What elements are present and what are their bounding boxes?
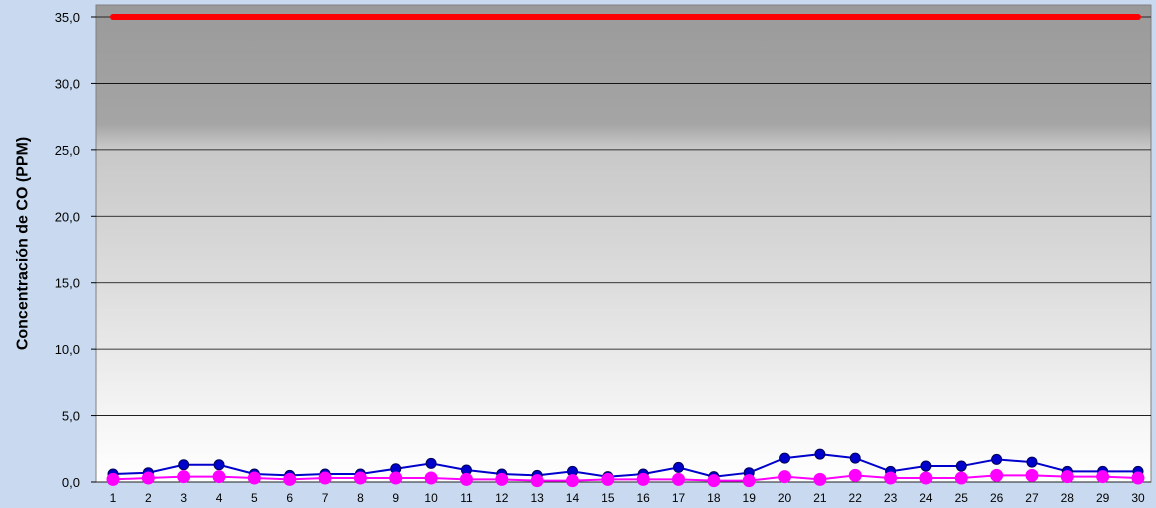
- x-tick-label: 29: [1096, 491, 1110, 505]
- x-tick-label: 12: [495, 491, 509, 505]
- data-point: [779, 452, 791, 464]
- x-tick-label: 7: [322, 491, 329, 505]
- data-point: [177, 470, 191, 484]
- data-point: [919, 471, 933, 485]
- x-tick-label: 17: [672, 491, 686, 505]
- data-point: [672, 472, 686, 486]
- x-tick-label: 4: [216, 491, 223, 505]
- series-2: [106, 468, 1145, 488]
- data-point: [991, 453, 1003, 465]
- x-tick-label: 22: [849, 491, 863, 505]
- x-tick-label: 9: [392, 491, 399, 505]
- data-point: [247, 471, 261, 485]
- data-point: [849, 452, 861, 464]
- x-tick-label: 6: [286, 491, 293, 505]
- x-tick-label: 28: [1061, 491, 1075, 505]
- data-point: [178, 459, 190, 471]
- x-tick-label: 21: [813, 491, 827, 505]
- data-point: [990, 468, 1004, 482]
- data-point: [848, 468, 862, 482]
- data-point: [318, 471, 332, 485]
- data-point: [213, 459, 225, 471]
- data-point: [425, 457, 437, 469]
- x-tick-label: 14: [566, 491, 580, 505]
- gridlines: [96, 16, 1151, 483]
- x-tick-label: 23: [884, 491, 898, 505]
- y-tick-label: 0,0: [62, 475, 80, 490]
- data-point: [884, 471, 898, 485]
- x-tick-label: 20: [778, 491, 792, 505]
- data-point: [673, 461, 685, 473]
- data-point: [1096, 470, 1110, 484]
- data-point: [389, 471, 403, 485]
- y-tick-label: 5,0: [62, 409, 80, 424]
- x-tick-label: 27: [1025, 491, 1039, 505]
- data-point: [565, 474, 579, 488]
- data-point: [141, 471, 155, 485]
- x-tick-label: 15: [601, 491, 615, 505]
- data-point: [814, 448, 826, 460]
- data-point: [495, 472, 509, 486]
- data-point: [1060, 470, 1074, 484]
- x-tick-label: 10: [424, 491, 438, 505]
- data-point: [1025, 468, 1039, 482]
- data-point: [459, 472, 473, 486]
- data-point: [707, 474, 721, 488]
- y-tick-label: 30,0: [55, 76, 80, 91]
- y-tick-label: 15,0: [55, 276, 80, 291]
- data-point: [601, 472, 615, 486]
- data-point: [920, 460, 932, 472]
- x-tick-label: 16: [636, 491, 650, 505]
- x-tick-label: 19: [743, 491, 757, 505]
- data-point: [424, 471, 438, 485]
- data-point: [955, 460, 967, 472]
- x-axis-tick-labels: 1 2 3 4 5 6 7 8 9 10 11 12 13 14 15 16 17 18 19 20 21 22 23 24 2…: [110, 491, 1145, 505]
- x-tick-label: 25: [955, 491, 969, 505]
- x-tick-label: 1: [110, 491, 117, 505]
- data-point: [530, 474, 544, 488]
- data-point: [636, 472, 650, 486]
- data-point: [742, 474, 756, 488]
- data-point: [1131, 471, 1145, 485]
- x-tick-label: 11: [460, 491, 473, 505]
- x-tick-label: 26: [990, 491, 1004, 505]
- x-tick-label: 30: [1131, 491, 1145, 505]
- data-point: [283, 472, 297, 486]
- y-tick-label: 25,0: [55, 143, 80, 158]
- data-point: [813, 472, 827, 486]
- data-point: [1026, 456, 1038, 468]
- series-line: [112, 453, 1139, 478]
- data-point: [212, 470, 226, 484]
- x-tick-label: 8: [357, 491, 364, 505]
- series-group: [106, 14, 1145, 488]
- y-tick-label: 35,0: [55, 10, 80, 25]
- x-tick-label: 13: [530, 491, 544, 505]
- plot-area: [95, 4, 1152, 483]
- y-tick-label: 10,0: [55, 342, 80, 357]
- data-point: [106, 472, 120, 486]
- data-point: [954, 471, 968, 485]
- data-point: [353, 471, 367, 485]
- y-axis-title: Concentración de CO (PPM): [15, 137, 32, 350]
- x-tick-label: 5: [251, 491, 258, 505]
- x-tick-label: 2: [145, 491, 152, 505]
- x-tick-label: 18: [707, 491, 721, 505]
- data-point: [778, 470, 792, 484]
- x-tick-label: 3: [180, 491, 187, 505]
- x-tick-label: 24: [919, 491, 933, 505]
- y-tick-label: 20,0: [55, 209, 80, 224]
- y-axis-tick-labels: 0,0 5,0 10,0 15,0 20,0 25,0 30,0 35,0: [55, 10, 96, 490]
